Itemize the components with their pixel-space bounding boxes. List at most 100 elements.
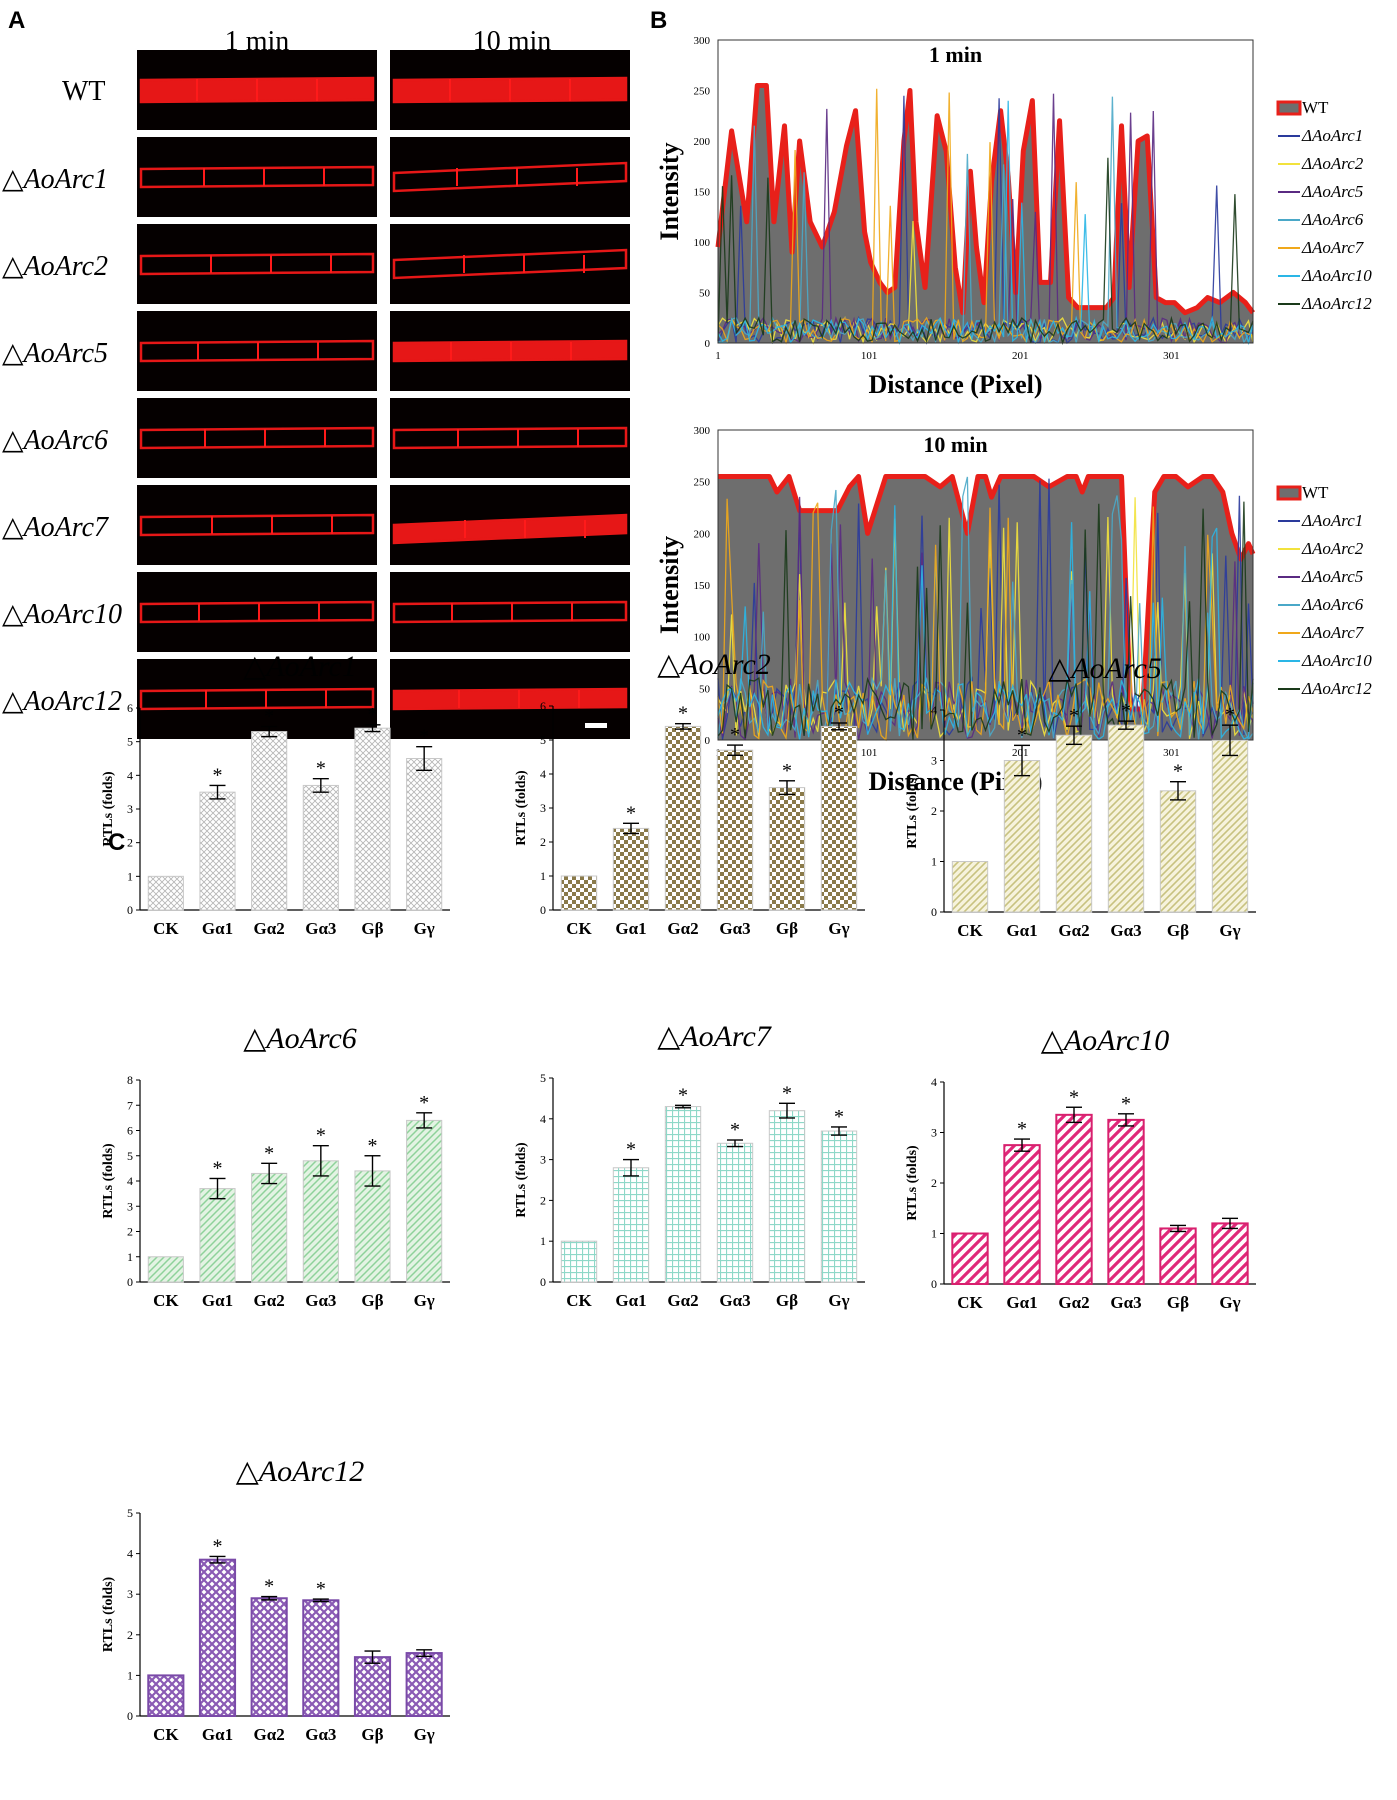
y-tick-label: 0	[705, 735, 711, 747]
category-label: Gβ	[1167, 921, 1189, 940]
category-label: Gγ	[1219, 1293, 1240, 1312]
y-axis-label: RTLs (folds)	[101, 1143, 116, 1219]
legend-label-wt: WT	[1302, 483, 1329, 502]
panel-b-intensity-plots: 0 50 100 150 200 250 300 1 101 201 301 1 min Distanc…	[655, 35, 1372, 796]
y-axis-label: RTLs (folds)	[101, 1576, 116, 1652]
legend-label-wt: WT	[1302, 98, 1329, 117]
category-label: Gα2	[254, 1291, 285, 1310]
scale-bar	[585, 723, 607, 728]
significance-star: *	[626, 802, 636, 824]
category-label: Gβ	[776, 1291, 798, 1310]
micrograph-panel	[390, 398, 630, 478]
hypha	[392, 600, 628, 624]
category-label: Gγ	[414, 919, 435, 938]
hypha	[139, 252, 375, 276]
panel-letter-a: A	[8, 7, 25, 34]
row-label-7: △AoArc12	[2, 686, 122, 717]
y-tick-label: 200	[694, 136, 711, 148]
y-axis-label: RTLs (folds)	[905, 773, 920, 849]
bar	[820, 725, 858, 911]
bar	[1003, 1144, 1041, 1285]
bar	[1211, 739, 1249, 913]
row-label-4: △AoArc6	[2, 425, 108, 456]
micrograph-panel	[390, 137, 630, 217]
hypha	[139, 339, 375, 363]
bar-chart-5: △AoArc10 0 1 2 3 4 RTLs (folds) CK * Gα1 * Gα2 * Gα3 G…	[905, 1024, 1256, 1312]
legend-label: ΔAoArc12	[1301, 679, 1372, 698]
bar	[250, 1597, 288, 1718]
y-tick-label: 2	[540, 1193, 546, 1207]
bar	[199, 1188, 236, 1283]
category-label: Gβ	[361, 919, 383, 938]
y-tick-label: 1	[127, 869, 133, 883]
y-tick-label: 0	[127, 1275, 133, 1289]
legend-label: ΔAoArc12	[1301, 294, 1372, 313]
category-label: CK	[957, 1293, 983, 1312]
bar	[406, 758, 443, 911]
bar	[1107, 724, 1145, 913]
mutant-trace	[717, 476, 1254, 741]
micrograph-panel	[390, 572, 630, 652]
y-tick-label: 4	[127, 768, 133, 782]
row-label-6: △AoArc10	[2, 599, 122, 630]
bar-chart-0: △AoArc1 0 1 2 3 4 5 6 RTLs (folds) CK * Gα1 * Gα2 * Gα3…	[101, 650, 450, 938]
category-label: Gγ	[1219, 921, 1240, 940]
bar-chart-4: △AoArc7 0 1 2 3 4 5 RTLs (folds) CK * Gα1 * Gα2 * Gα3 *…	[514, 1020, 865, 1310]
significance-star: *	[264, 1142, 274, 1164]
significance-star: *	[264, 1576, 274, 1598]
y-axis-label: Intensity	[655, 536, 684, 634]
y-tick-label: 3	[540, 801, 546, 815]
panel-letter-b: B	[650, 7, 667, 34]
x-tick-label: 101	[861, 350, 878, 362]
category-label: Gβ	[776, 919, 798, 938]
row-label-1: △AoArc1	[2, 164, 108, 195]
y-tick-label: 4	[931, 703, 937, 717]
bar	[354, 1170, 391, 1283]
micrograph-panel	[137, 224, 377, 304]
bar-chart-3: △AoArc6 0 1 2 3 4 5 6 7 8 RTLs (folds) CK * Gα1 * Gα2 * G…	[101, 1022, 450, 1310]
y-tick-label: 50	[699, 683, 711, 695]
category-label: Gα3	[305, 1291, 336, 1310]
bar	[147, 1256, 184, 1283]
y-tick-label: 3	[127, 1199, 133, 1213]
legend-label: ΔAoArc7	[1301, 623, 1365, 642]
significance-star: *	[1017, 724, 1027, 746]
y-tick-label: 0	[127, 903, 133, 917]
y-tick-label: 0	[540, 903, 546, 917]
bar	[1159, 1227, 1197, 1285]
category-label: Gβ	[361, 1725, 383, 1744]
micrograph-panel	[137, 659, 377, 739]
category-label: Gα3	[1110, 921, 1141, 940]
bar	[768, 787, 806, 911]
category-label: Gα3	[305, 1725, 336, 1744]
y-tick-label: 4	[127, 1174, 133, 1188]
hypha	[392, 248, 628, 280]
significance-star: *	[782, 760, 792, 782]
hypha	[139, 687, 375, 711]
y-tick-label: 3	[931, 1126, 937, 1140]
x-tick-label: 301	[1163, 747, 1180, 759]
legend-label: ΔAoArc5	[1301, 182, 1363, 201]
significance-star: *	[834, 702, 844, 724]
y-tick-label: 100	[694, 237, 711, 249]
row-label-5: △AoArc7	[2, 512, 109, 543]
category-label: Gα1	[615, 1291, 646, 1310]
y-tick-label: 200	[694, 528, 711, 540]
category-label: Gα2	[1058, 921, 1089, 940]
significance-star: *	[419, 1092, 429, 1114]
significance-star: *	[730, 724, 740, 746]
bar	[251, 1172, 288, 1283]
significance-star: *	[626, 1139, 636, 1161]
bar	[147, 875, 184, 911]
legend-label: ΔAoArc6	[1301, 210, 1364, 229]
significance-star: *	[1121, 1093, 1131, 1115]
legend-swatch-wt	[1276, 100, 1302, 116]
line-plot-1: 050100150200250300110120130110 minDistan…	[655, 425, 1372, 796]
hypha	[392, 426, 628, 450]
x-axis-label: Distance (Pixel)	[868, 370, 1042, 399]
significance-star: *	[1017, 1118, 1027, 1140]
bar	[716, 1142, 754, 1283]
bar	[1211, 1222, 1249, 1286]
bar	[820, 1130, 858, 1283]
plot-title: 1 min	[929, 42, 982, 67]
